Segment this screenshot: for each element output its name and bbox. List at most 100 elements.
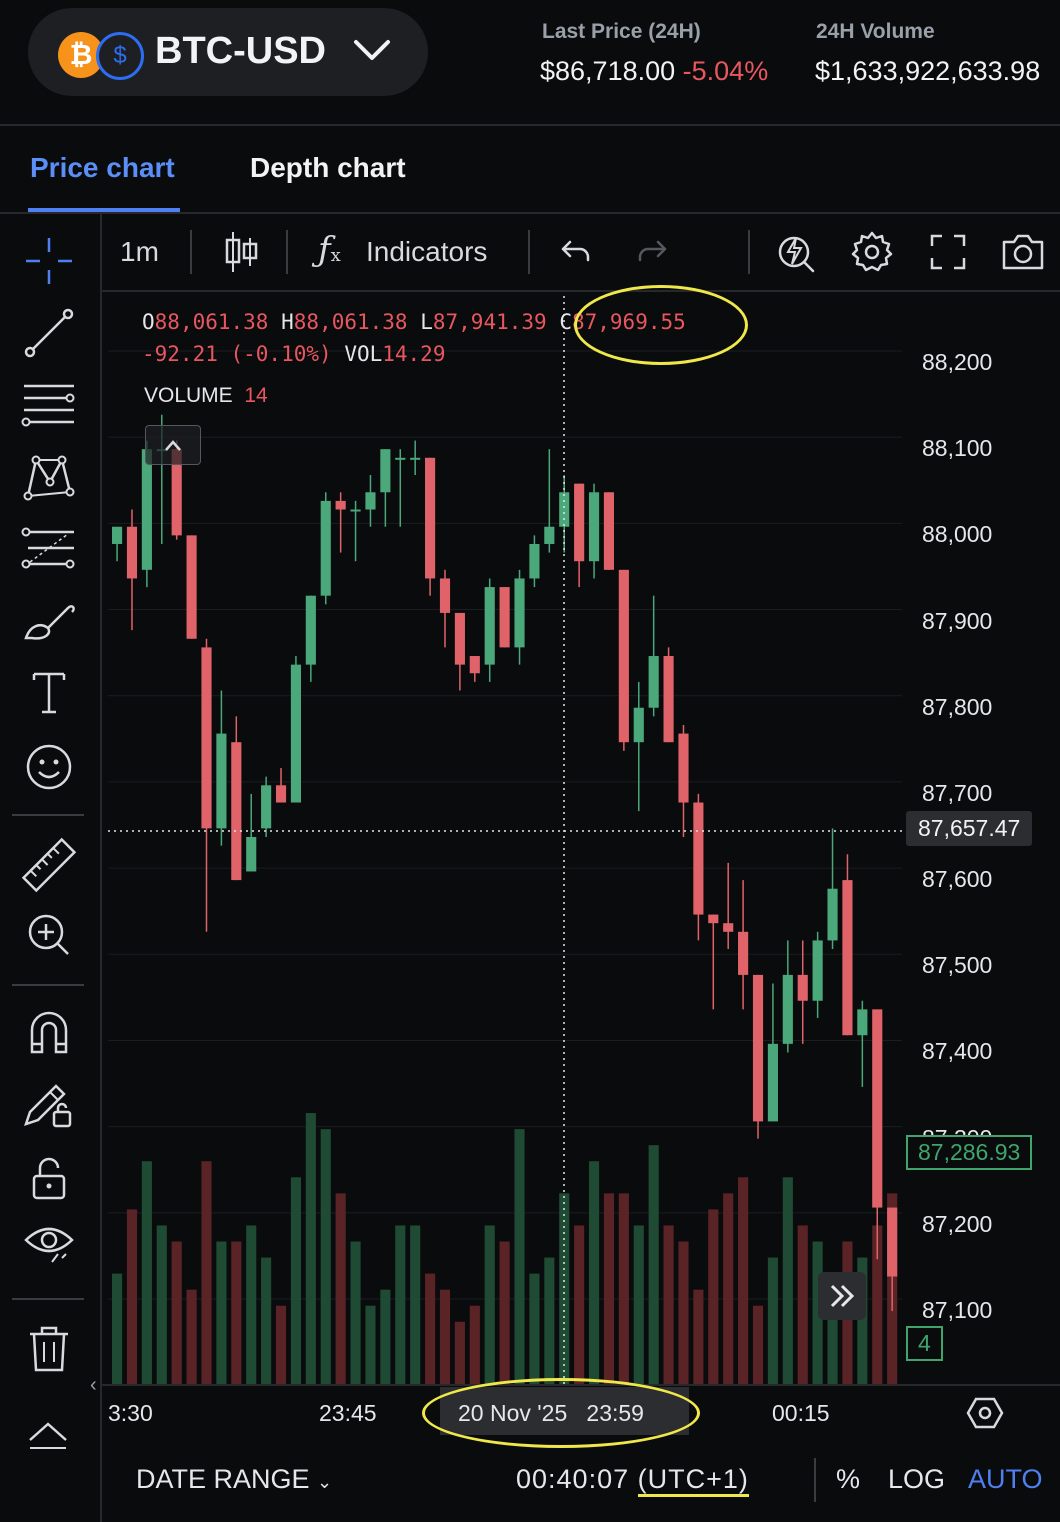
collapse-toolbar-icon[interactable] bbox=[26, 1418, 70, 1454]
candle-body bbox=[618, 569, 629, 743]
text-tool-icon[interactable] bbox=[18, 662, 80, 724]
volume-bar bbox=[261, 1257, 272, 1386]
indicators-button[interactable]: Indicators bbox=[366, 236, 488, 267]
redo-icon[interactable] bbox=[636, 238, 668, 266]
volume-bar bbox=[663, 1225, 674, 1386]
camera-icon[interactable] bbox=[1000, 232, 1046, 272]
percent-scale-button[interactable]: % bbox=[836, 1464, 861, 1494]
toolbar-divider bbox=[748, 230, 750, 274]
candle-body bbox=[842, 880, 853, 1036]
tools-divider bbox=[12, 814, 84, 816]
candle-body bbox=[499, 587, 510, 648]
volume-bar bbox=[201, 1161, 212, 1386]
emoji-icon[interactable] bbox=[18, 736, 80, 798]
price-axis-label: 88,200 bbox=[922, 349, 993, 375]
last-price-value: $86,718.00 bbox=[540, 56, 676, 86]
date-range-button[interactable]: DATE RANGE ⌄ bbox=[136, 1464, 332, 1495]
zoom-in-icon[interactable] bbox=[18, 904, 80, 966]
candle-body bbox=[171, 449, 182, 536]
candle-body bbox=[395, 457, 406, 460]
crosshair-price-tag: 87,657.47 bbox=[906, 811, 1033, 846]
candle-body bbox=[827, 888, 838, 941]
auto-scale-button[interactable]: AUTO bbox=[968, 1464, 1043, 1494]
low-label: L bbox=[420, 310, 433, 334]
volume-bar bbox=[827, 1273, 838, 1386]
chevron-down-icon[interactable] bbox=[352, 34, 392, 64]
candle-body bbox=[678, 733, 689, 803]
price-chart-canvas[interactable] bbox=[102, 292, 1060, 1386]
volume-indicator-value: 14 bbox=[244, 384, 268, 407]
candlestick-type-icon[interactable] bbox=[224, 230, 258, 274]
volume-indicator-legend: VOLUME 14 bbox=[144, 384, 268, 408]
interval-button[interactable]: 1m bbox=[120, 236, 159, 267]
fib-retracement-icon[interactable] bbox=[18, 518, 80, 580]
candle-change: -92.21 (-0.10%) bbox=[142, 342, 332, 366]
timezone: (UTC+1) bbox=[637, 1464, 749, 1497]
volume-bar bbox=[574, 1225, 585, 1386]
trend-line-icon[interactable] bbox=[18, 302, 80, 364]
volume-bar bbox=[633, 1225, 644, 1386]
unlock-icon[interactable] bbox=[18, 1148, 80, 1210]
volume-bar bbox=[171, 1241, 182, 1386]
volume-bar bbox=[350, 1241, 361, 1386]
volume-tag: 4 bbox=[906, 1326, 943, 1361]
volume-bar bbox=[335, 1193, 346, 1386]
volume-bar bbox=[499, 1241, 510, 1386]
open-value: 88,061.38 bbox=[154, 310, 269, 334]
volume-bar bbox=[380, 1289, 391, 1386]
left-toolbar-border bbox=[100, 212, 102, 1522]
candle-body bbox=[559, 492, 570, 527]
lock-drawing-icon[interactable] bbox=[18, 1074, 80, 1136]
volume-bar bbox=[156, 1225, 167, 1386]
active-tab-indicator bbox=[28, 208, 180, 212]
trash-icon[interactable] bbox=[18, 1318, 80, 1380]
pattern-icon[interactable] bbox=[18, 446, 80, 508]
volume-bar bbox=[365, 1305, 376, 1386]
low-value: 87,941.39 bbox=[432, 310, 547, 334]
volume-bar bbox=[678, 1241, 689, 1386]
volume-bar bbox=[425, 1273, 436, 1386]
pair-name[interactable]: BTC-USD bbox=[155, 30, 326, 72]
settings-gear-icon[interactable] bbox=[850, 230, 894, 274]
volume-bar bbox=[648, 1145, 659, 1386]
crosshair-icon[interactable] bbox=[18, 230, 80, 292]
fullscreen-icon[interactable] bbox=[930, 234, 966, 270]
volume-bar bbox=[305, 1113, 316, 1386]
candle-body bbox=[603, 492, 615, 570]
candle-body bbox=[767, 1043, 778, 1122]
scroll-to-latest-button[interactable] bbox=[818, 1272, 866, 1320]
candle-body bbox=[261, 785, 272, 829]
eye-icon[interactable] bbox=[18, 1210, 80, 1272]
price-axis-label: 88,100 bbox=[922, 435, 993, 462]
volume-bar bbox=[559, 1193, 570, 1386]
function-icon[interactable]: ƒx bbox=[318, 230, 341, 270]
volume-bar bbox=[454, 1321, 465, 1386]
tabs-divider bbox=[0, 212, 1060, 214]
last-price-tag: 87,286.93 bbox=[906, 1135, 1033, 1170]
ruler-icon[interactable] bbox=[18, 834, 80, 896]
footer-divider bbox=[814, 1458, 816, 1502]
candle-body bbox=[588, 492, 600, 562]
magnet-icon[interactable] bbox=[18, 1002, 80, 1064]
volume-bar bbox=[618, 1193, 629, 1386]
candle-body bbox=[246, 837, 257, 872]
brush-icon[interactable] bbox=[18, 592, 80, 654]
log-scale-button[interactable]: LOG bbox=[888, 1464, 946, 1494]
price-change: -5.04% bbox=[682, 56, 769, 86]
candle-body bbox=[112, 526, 123, 544]
scroll-left-icon[interactable]: ‹ bbox=[90, 1374, 97, 1396]
volume-bar bbox=[141, 1161, 152, 1386]
tab-price-chart[interactable]: Price chart bbox=[30, 152, 175, 183]
collapse-legend-button[interactable] bbox=[145, 425, 201, 465]
tab-depth-chart[interactable]: Depth chart bbox=[250, 152, 406, 183]
undo-icon[interactable] bbox=[560, 238, 592, 266]
candle-body bbox=[872, 1009, 883, 1208]
volume-bar bbox=[857, 1257, 868, 1386]
clock[interactable]: 00:40:07 (UTC+1) bbox=[516, 1464, 749, 1497]
axis-settings-icon[interactable] bbox=[966, 1396, 1004, 1430]
volume-bar bbox=[275, 1305, 287, 1386]
annotation-ellipse-close bbox=[574, 285, 748, 365]
horizontal-lines-icon[interactable] bbox=[18, 374, 80, 436]
quick-search-icon[interactable] bbox=[776, 230, 816, 274]
candle-body bbox=[708, 914, 719, 924]
